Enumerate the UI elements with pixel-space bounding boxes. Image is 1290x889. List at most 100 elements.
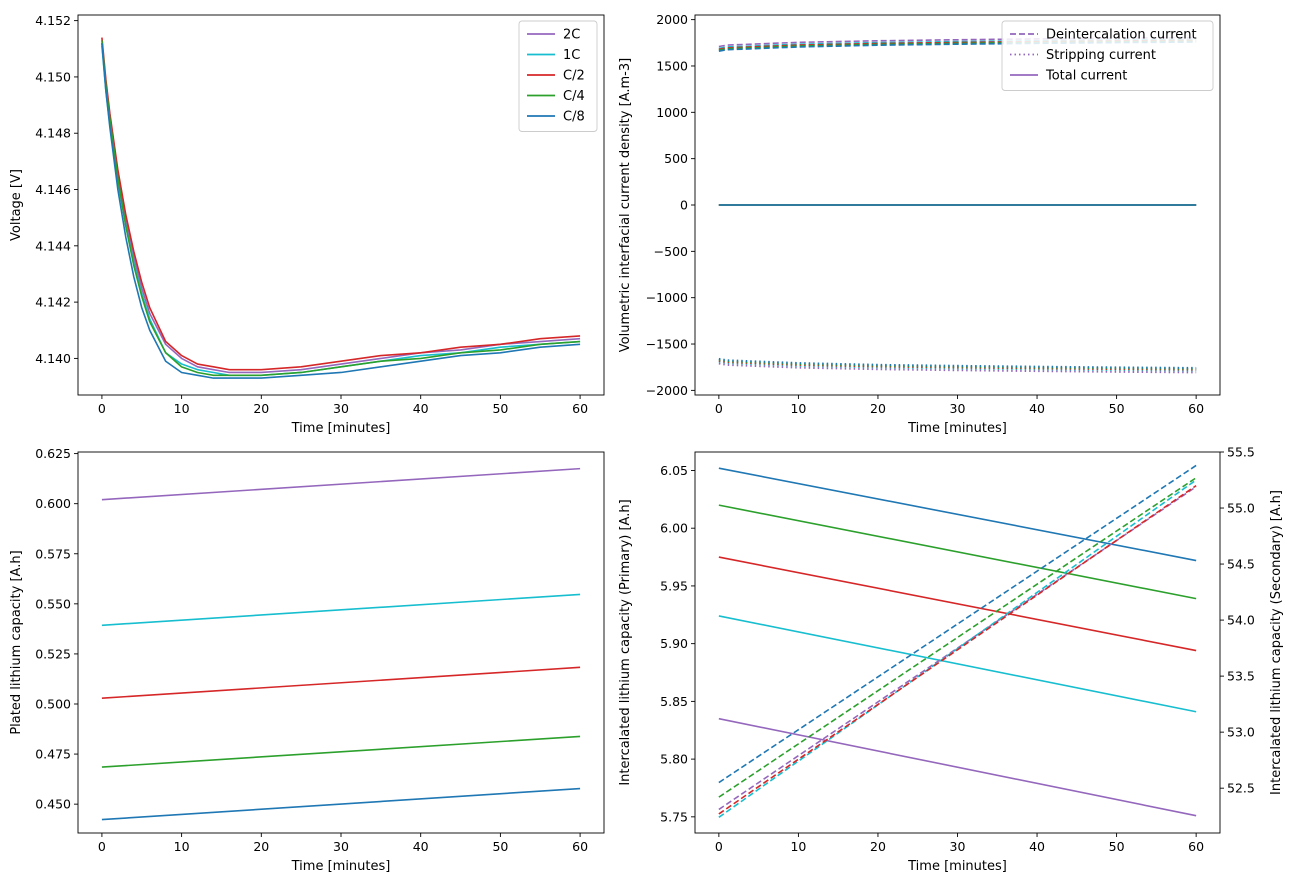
y-tick-label: 5.80 <box>660 752 688 767</box>
series-line-c-4 <box>101 40 581 377</box>
y2-tick-label: 53.5 <box>1227 669 1255 684</box>
series-group <box>718 36 1197 374</box>
series-line-c-2-secondary <box>718 484 1197 815</box>
y-tick-label: 500 <box>664 151 688 166</box>
legend-label: C/4 <box>563 89 585 104</box>
series-line-1c <box>101 593 581 627</box>
legend-label: C/8 <box>563 110 585 125</box>
y-tick-label: 5.75 <box>660 809 688 824</box>
series-line-c-4-primary <box>718 504 1197 600</box>
x-axis-label: Time [minutes] <box>907 859 1007 874</box>
y-tick-label: 6.00 <box>660 521 688 536</box>
x-tick-label: 0 <box>715 401 723 416</box>
series-line-c-8-deintercalation <box>718 41 1197 52</box>
y-tick-label: 1000 <box>656 105 688 120</box>
x-tick-label: 50 <box>492 839 508 854</box>
legend-frame <box>518 20 598 132</box>
y-tick-label: 2000 <box>656 12 688 27</box>
x-axis-label: Time [minutes] <box>291 421 391 436</box>
y-tick-label: 5.85 <box>660 694 688 709</box>
series-line-c-4 <box>101 735 581 768</box>
x-tick-label: 0 <box>98 401 106 416</box>
legend: 2C 1C C/2 C/4 C/8 <box>518 20 598 132</box>
y2-tick-label: 52.5 <box>1227 781 1255 796</box>
y-axis-label: Plated lithium capacity [A.h] <box>9 550 24 734</box>
x-tick-label: 30 <box>950 401 966 416</box>
y-tick-label: 4.152 <box>35 13 71 28</box>
x-axis-label: Time [minutes] <box>291 859 391 874</box>
legend-label: Stripping current <box>1046 48 1156 63</box>
legend-label: 1C <box>563 48 580 63</box>
y-tick-label: −2000 <box>646 383 688 398</box>
y-tick-label: 4.144 <box>35 238 71 253</box>
x-tick-label: 60 <box>572 839 588 854</box>
x-tick-label: 20 <box>253 401 269 416</box>
legend-label: Deintercalation current <box>1046 28 1197 43</box>
y-tick-label: 0.500 <box>35 696 71 711</box>
y-tick-label: 5.90 <box>660 636 688 651</box>
x-tick-label: 40 <box>1029 839 1045 854</box>
series-group <box>101 37 581 379</box>
series-line-c-2-deintercalation <box>718 39 1197 51</box>
y2-tick-label: 55.5 <box>1227 445 1255 460</box>
x-tick-label: 50 <box>1109 401 1125 416</box>
y2-tick-label: 54.5 <box>1227 557 1255 572</box>
voltage-panel: 0 10 20 30 40 50 60 4.140 4.142 4.144 4.146 4.148 4.… <box>9 13 605 436</box>
x-axis-label: Time [minutes] <box>907 421 1007 436</box>
series-line-c-2 <box>101 37 581 371</box>
legend: Deintercalation current Stripping current… <box>1001 20 1214 91</box>
series-line-2c-primary <box>718 717 1197 817</box>
x-tick-label: 20 <box>253 839 269 854</box>
x-tick-label: 10 <box>790 839 806 854</box>
x-tick-label: 20 <box>870 401 886 416</box>
y2-tick-label: 55.0 <box>1227 501 1255 516</box>
y-tick-label: 4.146 <box>35 182 71 197</box>
series-line-1c-primary <box>718 615 1197 713</box>
y-tick-label: 0.625 <box>35 446 71 461</box>
series-line-c-4-deintercalation <box>718 40 1197 52</box>
legend-label: 2C <box>563 28 580 43</box>
legend-label: Total current <box>1045 69 1127 84</box>
y2-tick-label: 54.0 <box>1227 613 1255 628</box>
series-line-c-8-stripping <box>718 357 1197 369</box>
x-tick-label: 60 <box>1188 839 1204 854</box>
series-line-2c <box>101 467 581 501</box>
y-tick-label: 6.05 <box>660 463 688 478</box>
x-tick-label: 30 <box>950 839 966 854</box>
series-line-c-2 <box>101 666 581 699</box>
plated-capacity-panel: 0 10 20 30 40 50 60 0.450 0.475 0.500 0.525 0.550 0.… <box>9 446 605 874</box>
y-axis-label: Intercalated lithium capacity (Primary) … <box>618 499 633 785</box>
y-axis-label: Voltage [V] <box>9 169 24 241</box>
series-line-c-8-secondary <box>718 464 1197 784</box>
x-tick-label: 0 <box>715 839 723 854</box>
series-line-1c-deintercalation <box>718 38 1197 50</box>
y-tick-label: 4.142 <box>35 295 71 310</box>
x-tick-label: 10 <box>174 401 190 416</box>
x-tick-label: 50 <box>492 401 508 416</box>
legend-label: C/2 <box>563 69 585 84</box>
x-tick-label: 50 <box>1109 839 1125 854</box>
series-line-2c-deintercalation <box>718 36 1197 48</box>
y-tick-label: 5.95 <box>660 578 688 593</box>
y-tick-label: 0 <box>680 198 688 213</box>
y-tick-label: 0.575 <box>35 546 71 561</box>
y-tick-label: 0.450 <box>35 797 71 812</box>
y-tick-label: 4.150 <box>35 69 71 84</box>
series-line-c-8 <box>101 43 581 379</box>
x-tick-label: 40 <box>413 401 429 416</box>
y-tick-label: 0.550 <box>35 596 71 611</box>
series-line-c-8 <box>101 787 581 821</box>
intercalated-capacity-panel: 0 10 20 30 40 50 60 5.75 5.80 5.85 5.90 5.95 6.00 6.0… <box>618 445 1284 875</box>
x-tick-label: 40 <box>413 839 429 854</box>
y-tick-label: 0.600 <box>35 496 71 511</box>
x-tick-label: 60 <box>1188 401 1204 416</box>
y2-tick-label: 53.0 <box>1227 725 1255 740</box>
y-tick-label: 4.148 <box>35 126 71 141</box>
current-density-panel: 0 10 20 30 40 50 60 −2000 −1500 −1000 −500 0 500 1000… <box>618 12 1221 436</box>
y-tick-label: −1000 <box>646 290 688 305</box>
y-tick-label: 1500 <box>656 58 688 73</box>
x-tick-label: 10 <box>174 839 190 854</box>
series-group <box>718 464 1197 818</box>
